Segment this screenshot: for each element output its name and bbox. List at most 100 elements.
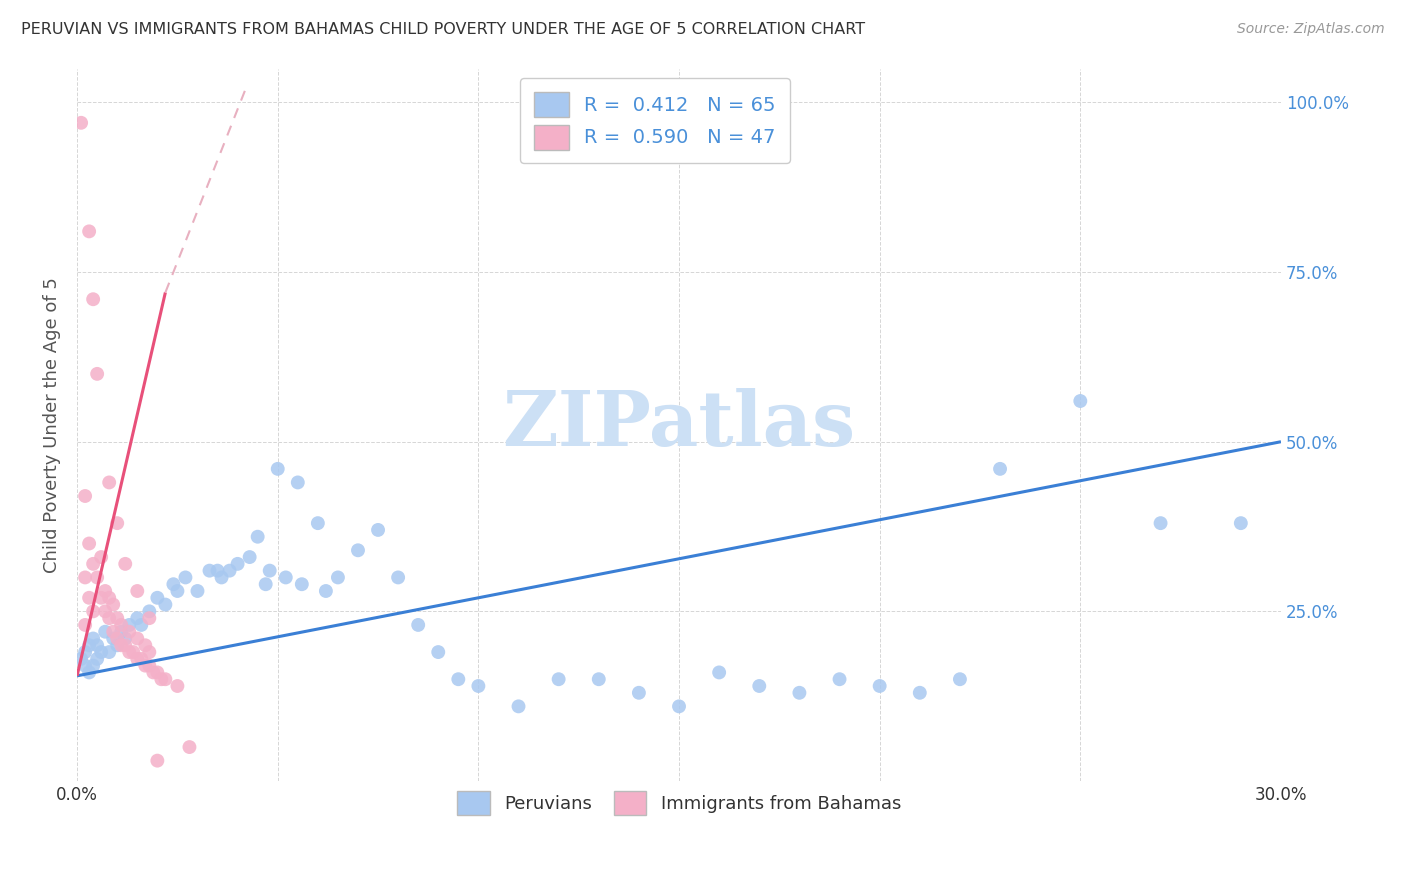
Point <box>82 557 104 571</box>
Point <box>127 632 149 646</box>
Point <box>155 598 177 612</box>
Point <box>326 570 349 584</box>
Point <box>103 624 125 639</box>
Point <box>246 530 269 544</box>
Point <box>94 584 117 599</box>
Point <box>155 672 177 686</box>
Point <box>138 658 160 673</box>
Point <box>387 570 409 584</box>
Point <box>869 679 891 693</box>
Point <box>118 618 141 632</box>
Point <box>77 224 100 238</box>
Point <box>267 462 290 476</box>
Point <box>146 665 169 680</box>
Point <box>77 591 100 605</box>
Point <box>138 604 160 618</box>
Point <box>86 652 108 666</box>
Point <box>127 611 149 625</box>
Point <box>114 557 136 571</box>
Legend: Peruvians, Immigrants from Bahamas: Peruvians, Immigrants from Bahamas <box>446 780 911 825</box>
Point <box>218 564 240 578</box>
Point <box>118 624 141 639</box>
Point <box>1149 516 1171 530</box>
Point <box>98 645 121 659</box>
Point <box>134 658 156 673</box>
Point <box>239 550 262 565</box>
Y-axis label: Child Poverty Under the Age of 5: Child Poverty Under the Age of 5 <box>44 277 60 573</box>
Point <box>110 618 132 632</box>
Point <box>77 536 100 550</box>
Point <box>1069 394 1091 409</box>
Point <box>75 645 97 659</box>
Point <box>307 516 329 530</box>
Point <box>110 638 132 652</box>
Point <box>828 672 851 686</box>
Point <box>129 652 152 666</box>
Point <box>127 652 149 666</box>
Point <box>707 665 730 680</box>
Point <box>259 564 281 578</box>
Point <box>508 699 530 714</box>
Point <box>274 570 297 584</box>
Text: PERUVIAN VS IMMIGRANTS FROM BAHAMAS CHILD POVERTY UNDER THE AGE OF 5 CORRELATION: PERUVIAN VS IMMIGRANTS FROM BAHAMAS CHIL… <box>21 22 865 37</box>
Point <box>70 652 93 666</box>
Point <box>75 570 97 584</box>
Point <box>166 679 188 693</box>
Point <box>90 591 112 605</box>
Point <box>127 584 149 599</box>
Point <box>98 591 121 605</box>
Point <box>82 632 104 646</box>
Point <box>588 672 610 686</box>
Point <box>347 543 370 558</box>
Point <box>82 292 104 306</box>
Point <box>114 632 136 646</box>
Point <box>122 645 145 659</box>
Point <box>287 475 309 490</box>
Point <box>198 564 221 578</box>
Point <box>627 686 650 700</box>
Point <box>467 679 489 693</box>
Point <box>86 638 108 652</box>
Point <box>77 638 100 652</box>
Point <box>146 591 169 605</box>
Point <box>789 686 811 700</box>
Point <box>90 550 112 565</box>
Point <box>103 632 125 646</box>
Point <box>547 672 569 686</box>
Point <box>75 658 97 673</box>
Point <box>82 604 104 618</box>
Point <box>162 577 184 591</box>
Point <box>211 570 233 584</box>
Point <box>166 584 188 599</box>
Point <box>186 584 208 599</box>
Point <box>668 699 690 714</box>
Point <box>114 638 136 652</box>
Point <box>94 604 117 618</box>
Point <box>70 116 93 130</box>
Point <box>77 665 100 680</box>
Point <box>226 557 249 571</box>
Point <box>146 754 169 768</box>
Point <box>138 611 160 625</box>
Point <box>315 584 337 599</box>
Point <box>103 598 125 612</box>
Point <box>447 672 470 686</box>
Point <box>138 645 160 659</box>
Point <box>142 665 165 680</box>
Point <box>748 679 770 693</box>
Point <box>75 489 97 503</box>
Point <box>82 658 104 673</box>
Point <box>105 516 128 530</box>
Text: ZIPatlas: ZIPatlas <box>502 388 856 462</box>
Point <box>406 618 429 632</box>
Point <box>105 638 128 652</box>
Point <box>90 645 112 659</box>
Point <box>105 611 128 625</box>
Point <box>254 577 277 591</box>
Point <box>75 618 97 632</box>
Point <box>129 618 152 632</box>
Point <box>86 570 108 584</box>
Point <box>291 577 314 591</box>
Point <box>86 367 108 381</box>
Point <box>1230 516 1253 530</box>
